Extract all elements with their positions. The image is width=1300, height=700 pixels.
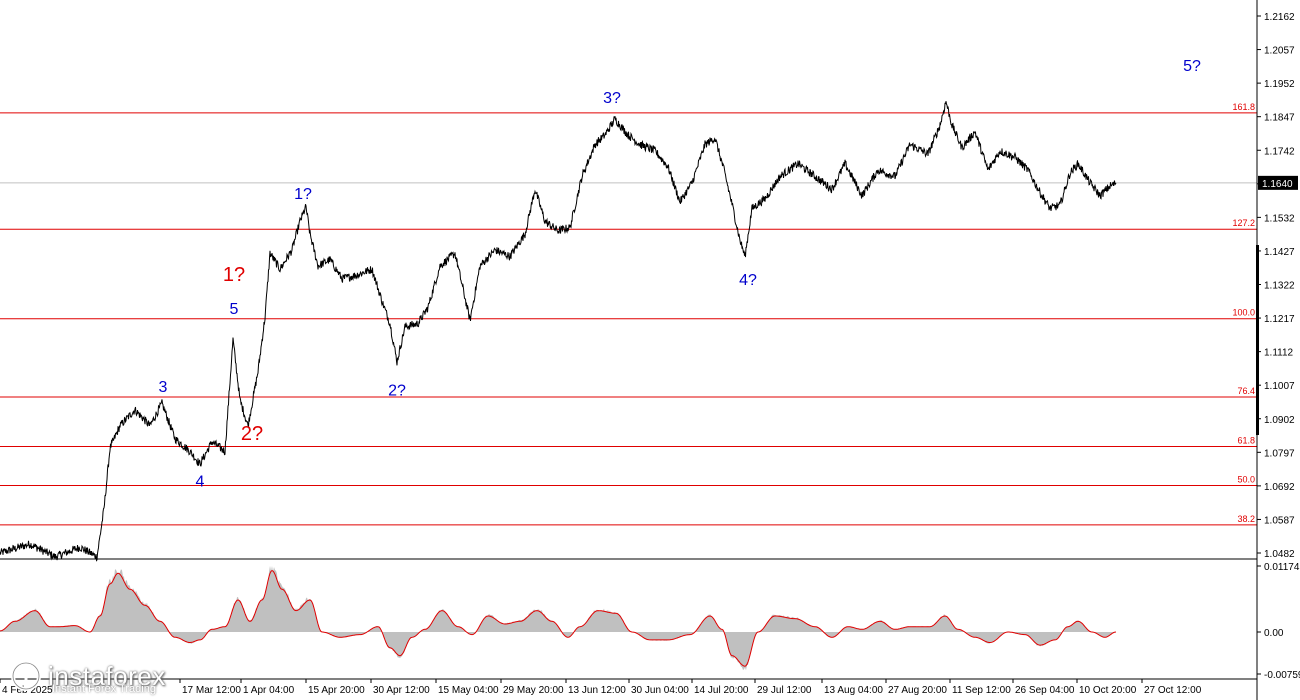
time-tick-label-1: 17 Mar 12:00: [182, 685, 241, 696]
wave-label-8: 4?: [739, 272, 757, 289]
scale-marker: [1256, 245, 1259, 435]
current-price-tag: [1258, 175, 1298, 190]
fib-label-4: 61.8: [1237, 436, 1255, 446]
time-tick-label-16: 27 Oct 12:00: [1144, 685, 1202, 696]
price-tick-label-13: 1.0797: [1264, 448, 1295, 459]
time-tick-label-3: 15 Apr 20:00: [308, 685, 365, 696]
wave-label-4: 2?: [241, 423, 263, 445]
time-tick-label-9: 14 Jul 20:00: [694, 685, 749, 696]
wave-label-1: 4: [196, 474, 205, 491]
price-tick-label-9: 1.1217: [1264, 314, 1295, 325]
wave-label-0: 3: [159, 379, 168, 396]
time-tick-label-7: 13 Jun 12:00: [568, 685, 626, 696]
price-tick-label-2: 1.1952: [1264, 79, 1295, 90]
fib-label-5: 50.0: [1237, 475, 1255, 485]
time-tick-label-15: 10 Oct 20:00: [1079, 685, 1137, 696]
time-tick-label-4: 30 Apr 12:00: [373, 685, 430, 696]
wave-label-7: 3?: [603, 90, 621, 107]
oscillator-histogram: [0, 565, 1116, 671]
instaforex-logo: instaforex Instant Forex Trading: [4, 656, 166, 696]
time-tick-label-8: 30 Jun 04:00: [631, 685, 689, 696]
price-tick-label-14: 1.0692: [1264, 482, 1295, 493]
logo-subtitle: Instant Forex Trading: [52, 683, 156, 695]
wave-label-6: 2?: [388, 382, 406, 399]
price-tick-label-10: 1.1112: [1264, 348, 1294, 359]
price-tick-label-4: 1.1742: [1264, 146, 1295, 157]
price-tick-label-8: 1.1322: [1264, 281, 1295, 292]
oscillator-panel: [0, 558, 1257, 671]
time-tick-label-12: 27 Aug 20:00: [888, 685, 947, 696]
logo-emblem-icon: [11, 661, 41, 691]
time-tick-label-2: 1 Apr 04:00: [243, 685, 295, 696]
osc-tick-label-0: 0.01174: [1264, 562, 1300, 573]
fib-label-2: 100.0: [1232, 308, 1255, 318]
wave-label-9: 5?: [1183, 58, 1201, 75]
wave-label-2: 5: [230, 301, 239, 318]
price-tick-label-11: 1.1007: [1264, 381, 1295, 392]
time-tick-label-10: 29 Jul 12:00: [757, 685, 812, 696]
time-tick-label-14: 26 Sep 04:00: [1015, 685, 1075, 696]
price-line: [0, 101, 1117, 562]
fib-label-1: 127.2: [1232, 218, 1255, 228]
wave-labels: 3 4 5 1? 2? 1? 2? 3? 4? 5?: [159, 58, 1201, 491]
time-tick-label-13: 11 Sep 12:00: [952, 685, 1011, 696]
price-tick-label-12: 1.0902: [1264, 415, 1295, 426]
time-tick-label-11: 13 Aug 04:00: [824, 685, 883, 696]
fib-label-3: 76.4: [1237, 386, 1255, 396]
price-series: [0, 101, 1117, 562]
price-tick-label-15: 1.0587: [1264, 515, 1295, 526]
price-tick-label-6: 1.1532: [1264, 213, 1295, 224]
fib-label-6: 38.2: [1237, 514, 1255, 524]
price-tick-label-1: 1.2057: [1264, 46, 1295, 57]
wave-label-3: 1?: [223, 264, 245, 286]
logo-text: instaforex: [48, 660, 166, 691]
price-tick-label-3: 1.1847: [1264, 113, 1295, 124]
time-tick-label-5: 15 May 04:00: [438, 685, 499, 696]
price-tick-label-0: 1.2162: [1264, 12, 1295, 23]
osc-tick-label-1: 0.00: [1264, 628, 1284, 639]
price-tick-label-7: 1.1427: [1264, 247, 1295, 258]
wave-label-5: 1?: [294, 186, 312, 203]
fib-label-0: 161.8: [1232, 102, 1255, 112]
current-price-label: 1.1640: [1262, 179, 1293, 190]
oscillator-signal-line: [0, 570, 1117, 667]
osc-tick-label-2: -0.00759: [1264, 670, 1300, 681]
time-tick-label-6: 29 May 20:00: [503, 685, 564, 696]
price-tick-label-16: 1.0482: [1264, 549, 1295, 560]
